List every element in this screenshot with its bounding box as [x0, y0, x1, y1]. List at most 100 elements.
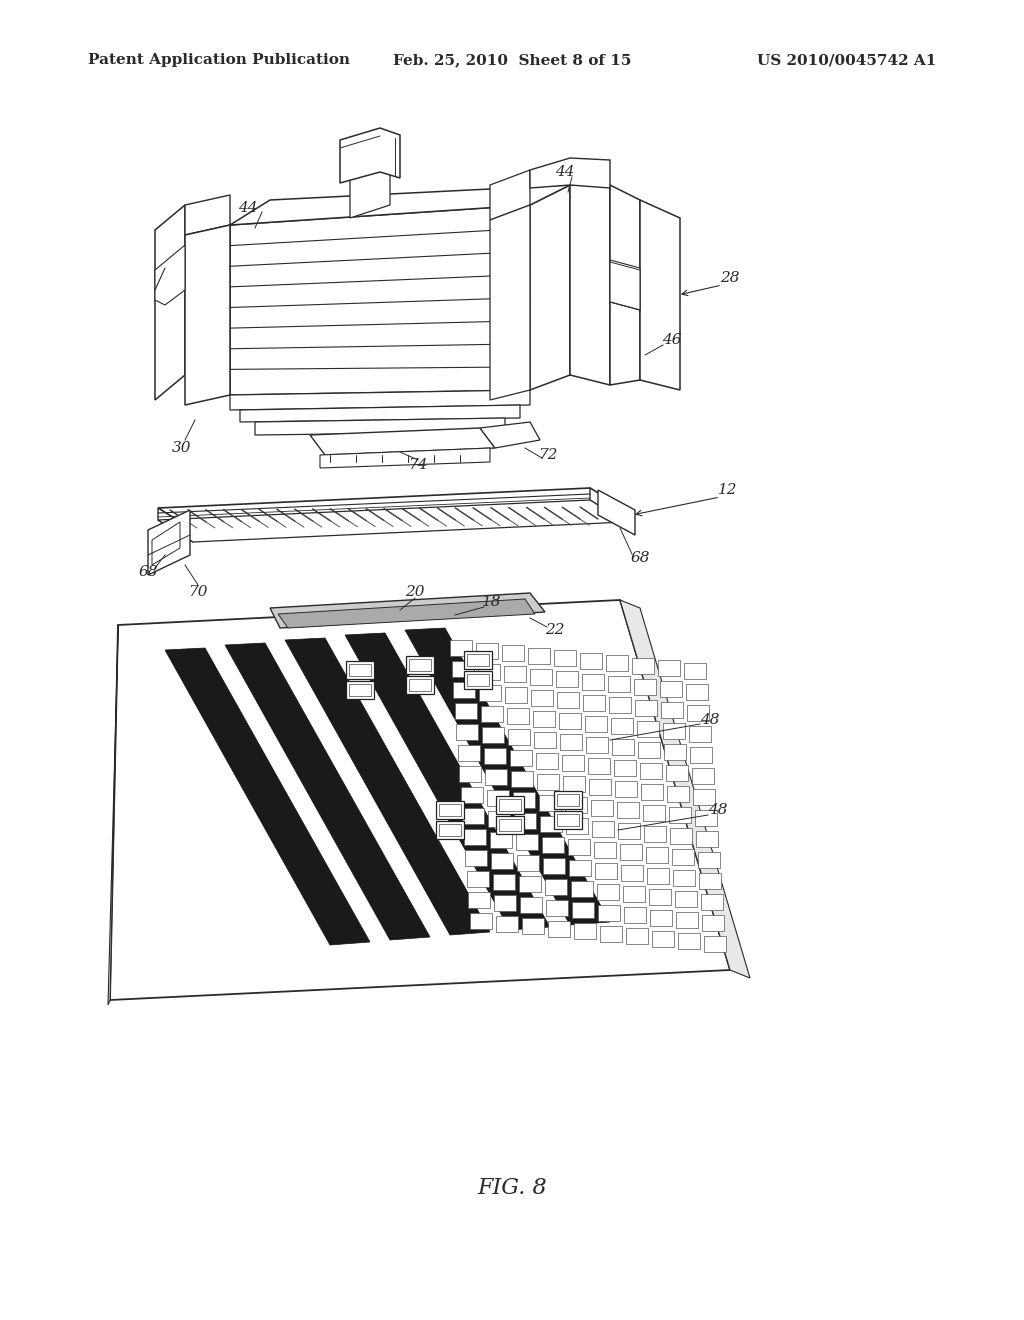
Polygon shape — [688, 726, 711, 742]
Polygon shape — [543, 858, 565, 874]
Polygon shape — [684, 663, 706, 678]
Polygon shape — [480, 422, 540, 447]
Polygon shape — [340, 128, 400, 183]
Polygon shape — [555, 671, 578, 686]
Polygon shape — [598, 490, 635, 535]
Polygon shape — [285, 638, 490, 935]
Polygon shape — [511, 771, 534, 787]
Polygon shape — [642, 804, 665, 821]
Polygon shape — [606, 655, 628, 671]
Polygon shape — [510, 750, 531, 766]
Polygon shape — [609, 697, 631, 713]
Polygon shape — [515, 834, 538, 850]
Polygon shape — [621, 865, 643, 880]
Polygon shape — [626, 928, 647, 944]
Polygon shape — [255, 418, 505, 436]
Polygon shape — [597, 883, 618, 899]
Polygon shape — [635, 700, 657, 715]
Polygon shape — [610, 185, 640, 385]
Polygon shape — [537, 774, 559, 789]
Text: 70: 70 — [188, 585, 208, 599]
Polygon shape — [703, 936, 725, 952]
Polygon shape — [641, 784, 663, 800]
Polygon shape — [480, 705, 503, 722]
Text: 74: 74 — [409, 458, 428, 473]
Polygon shape — [158, 508, 193, 543]
Polygon shape — [624, 907, 646, 923]
Polygon shape — [310, 428, 495, 455]
Text: 48: 48 — [700, 713, 720, 727]
Polygon shape — [583, 694, 605, 710]
Polygon shape — [572, 902, 594, 917]
Polygon shape — [499, 799, 521, 810]
Polygon shape — [467, 871, 488, 887]
Polygon shape — [650, 909, 672, 925]
Polygon shape — [691, 767, 714, 784]
Polygon shape — [612, 739, 634, 755]
Polygon shape — [623, 886, 644, 902]
Polygon shape — [648, 888, 671, 904]
Polygon shape — [165, 648, 370, 945]
Polygon shape — [607, 676, 630, 692]
Polygon shape — [493, 874, 514, 890]
Polygon shape — [696, 830, 718, 846]
Polygon shape — [436, 821, 464, 840]
Polygon shape — [570, 185, 610, 385]
Polygon shape — [477, 664, 500, 680]
Polygon shape — [468, 892, 490, 908]
Polygon shape — [585, 715, 606, 731]
Polygon shape — [465, 850, 487, 866]
Polygon shape — [554, 810, 582, 829]
Polygon shape — [464, 651, 492, 669]
Polygon shape — [640, 201, 680, 389]
Polygon shape — [620, 601, 750, 978]
Text: 44: 44 — [555, 165, 574, 180]
Text: FIG. 8: FIG. 8 — [477, 1177, 547, 1199]
Polygon shape — [450, 640, 472, 656]
Polygon shape — [521, 917, 544, 935]
Polygon shape — [638, 742, 660, 758]
Polygon shape — [514, 813, 536, 829]
Text: 12: 12 — [718, 483, 737, 498]
Polygon shape — [558, 713, 581, 729]
Polygon shape — [542, 837, 563, 853]
Polygon shape — [406, 676, 434, 694]
Polygon shape — [504, 667, 525, 682]
Polygon shape — [529, 668, 552, 685]
Polygon shape — [548, 920, 569, 936]
Polygon shape — [586, 737, 608, 752]
Polygon shape — [588, 758, 609, 774]
Polygon shape — [489, 832, 512, 847]
Polygon shape — [554, 791, 582, 809]
Polygon shape — [230, 205, 530, 395]
Polygon shape — [594, 842, 615, 858]
Polygon shape — [640, 763, 662, 779]
Polygon shape — [482, 726, 504, 742]
Polygon shape — [563, 776, 585, 792]
Polygon shape — [531, 689, 553, 705]
Polygon shape — [512, 792, 535, 808]
Polygon shape — [485, 768, 507, 784]
Polygon shape — [610, 718, 633, 734]
Polygon shape — [158, 488, 625, 531]
Polygon shape — [667, 785, 689, 803]
Polygon shape — [644, 825, 666, 842]
Polygon shape — [699, 873, 721, 888]
Polygon shape — [345, 634, 550, 931]
Polygon shape — [488, 810, 510, 826]
Polygon shape — [350, 152, 390, 218]
Polygon shape — [467, 675, 489, 686]
Polygon shape — [589, 779, 611, 795]
Polygon shape — [469, 913, 492, 929]
Text: 30: 30 — [172, 441, 191, 455]
Polygon shape — [406, 628, 610, 925]
Polygon shape — [406, 656, 434, 675]
Polygon shape — [496, 916, 517, 932]
Polygon shape — [346, 661, 374, 678]
Polygon shape — [185, 224, 230, 405]
Polygon shape — [582, 673, 603, 689]
Text: 68: 68 — [138, 565, 158, 579]
Text: 48: 48 — [709, 803, 728, 817]
Polygon shape — [148, 510, 190, 576]
Polygon shape — [651, 931, 674, 946]
